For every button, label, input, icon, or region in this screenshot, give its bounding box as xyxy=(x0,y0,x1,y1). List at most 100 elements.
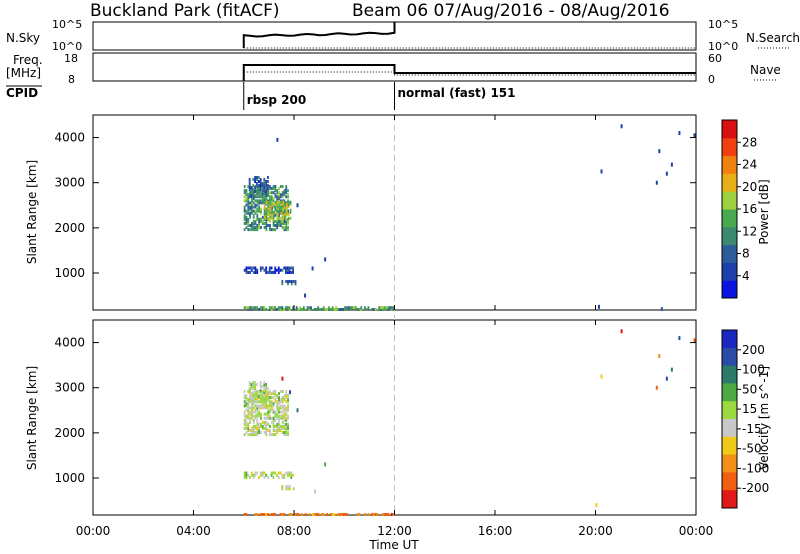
echo-cell xyxy=(259,391,262,395)
echo-cell xyxy=(287,404,289,408)
echo-cell xyxy=(269,204,272,208)
echo-cell xyxy=(282,214,285,218)
echo-cell xyxy=(265,207,268,211)
echo-cell xyxy=(259,393,262,397)
time-axis: 00:00 04:00 08:00 12:00 16:00 20:00 00:00 xyxy=(76,115,713,538)
colorbar-tick-label: 4 xyxy=(742,269,750,283)
echo-cell xyxy=(279,308,282,311)
echo-point xyxy=(296,203,299,208)
echo-cell xyxy=(276,195,279,199)
echo-cell xyxy=(281,414,284,418)
echo-cell xyxy=(270,187,273,191)
echo-cell xyxy=(317,513,320,516)
echo-cell xyxy=(256,213,259,217)
echo-cell xyxy=(285,408,288,412)
echo-cell xyxy=(277,268,280,272)
echo-point xyxy=(324,257,327,262)
velocity-echoes xyxy=(243,329,696,516)
echo-cell xyxy=(260,431,262,435)
echo-cell xyxy=(285,418,288,422)
echo-cell xyxy=(340,513,343,516)
echo-cell xyxy=(288,308,291,311)
echo-cell xyxy=(261,189,264,193)
echo-cell xyxy=(269,224,271,228)
echo-cell xyxy=(258,422,261,426)
echo-cell xyxy=(248,389,251,393)
echo-cell xyxy=(381,308,384,311)
plot-title: Buckland Park (fitACF) xyxy=(90,1,280,21)
echo-cell xyxy=(292,487,295,491)
echo-cell xyxy=(290,473,293,477)
echo-cell xyxy=(243,207,246,211)
colorbar-tick-label: 28 xyxy=(742,135,757,149)
echo-cell xyxy=(254,190,257,194)
echo-cell xyxy=(249,201,251,205)
echo-cell xyxy=(245,219,248,223)
echo-cell xyxy=(281,400,284,404)
echo-cell xyxy=(258,390,261,394)
echo-cell xyxy=(245,394,248,398)
echo-cell xyxy=(249,416,251,420)
echo-cell xyxy=(252,205,255,209)
colorbar-swatch xyxy=(722,472,737,491)
echo-cell xyxy=(250,410,253,414)
echo-cell xyxy=(285,268,287,272)
echo-cell xyxy=(258,475,260,479)
echo-cell xyxy=(276,191,279,195)
echo-cell xyxy=(265,385,268,389)
echo-cell xyxy=(269,414,271,418)
echo-cell xyxy=(256,209,259,213)
echo-cell xyxy=(243,396,246,400)
echo-cell xyxy=(287,193,289,197)
echo-cell xyxy=(286,471,289,475)
echo-cell xyxy=(261,385,264,389)
nsky-tick-high: 10^5 xyxy=(52,18,82,31)
echo-cell xyxy=(283,418,286,422)
echo-cell xyxy=(245,422,248,426)
echo-cell xyxy=(252,213,255,217)
echo-cell xyxy=(287,202,290,206)
power-panel: 1000 2000 3000 4000 Slant Range [km] xyxy=(25,114,697,312)
echo-cell xyxy=(381,513,384,516)
echo-cell xyxy=(248,182,251,186)
echo-cell xyxy=(276,212,279,216)
y-tick-label: 4000 xyxy=(54,336,85,350)
echo-cell xyxy=(276,400,279,404)
echo-cell xyxy=(269,392,271,396)
echo-cell xyxy=(243,213,246,217)
echo-cell xyxy=(269,187,271,191)
echo-cell xyxy=(250,400,253,404)
echo-cell xyxy=(363,306,366,310)
echo-cell xyxy=(333,513,336,516)
echo-cell xyxy=(283,473,286,477)
echo-cell xyxy=(256,397,258,401)
echo-cell xyxy=(283,217,286,221)
echo-cell xyxy=(265,268,268,272)
echo-cell xyxy=(258,426,261,430)
echo-cell xyxy=(265,187,268,191)
echo-cell xyxy=(277,308,280,311)
echo-point xyxy=(296,408,299,413)
echo-cell xyxy=(245,203,248,207)
echo-cell xyxy=(279,268,282,272)
echo-cell xyxy=(276,414,279,418)
echo-cell xyxy=(250,404,253,408)
echo-cell xyxy=(250,211,253,215)
echo-cell xyxy=(247,185,250,189)
echo-cell xyxy=(270,195,273,199)
echo-cell xyxy=(249,306,251,310)
echo-cell xyxy=(258,406,261,410)
echo-cell xyxy=(260,191,262,195)
echo-cell xyxy=(258,400,261,404)
echo-cell xyxy=(269,402,271,406)
echo-cell xyxy=(281,185,284,189)
echo-cell xyxy=(286,270,289,274)
velocity-colorbar-label: Velocity [m s^-1] xyxy=(757,366,771,470)
echo-cell xyxy=(289,202,292,206)
echo-cell xyxy=(272,221,275,225)
echo-cell xyxy=(243,268,246,272)
echo-cell xyxy=(263,513,266,516)
echo-cell xyxy=(279,221,282,225)
nsky-series xyxy=(242,22,396,48)
echo-cell xyxy=(358,308,361,311)
